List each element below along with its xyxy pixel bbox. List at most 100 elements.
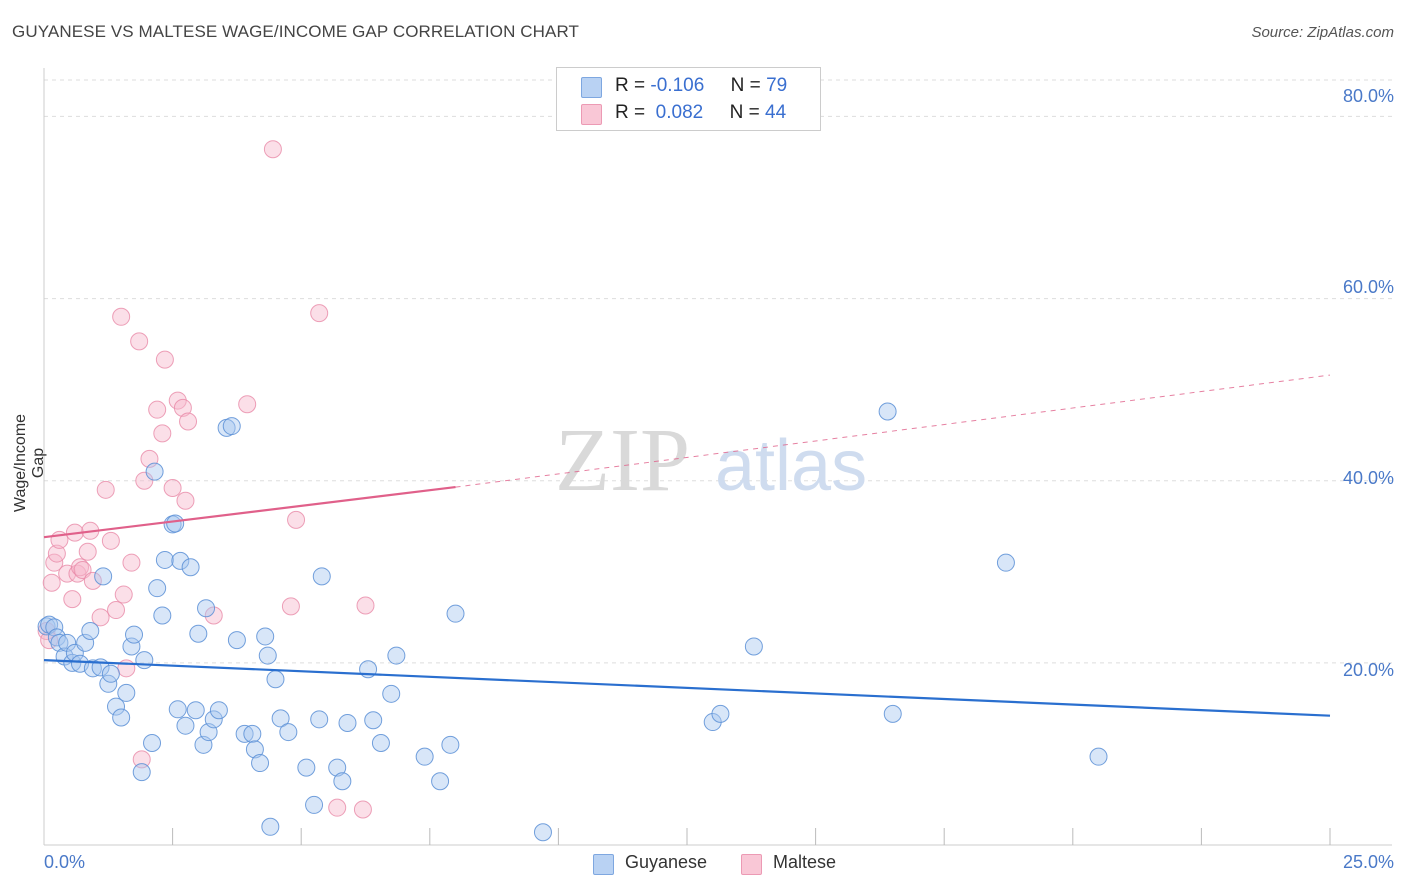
y-axis-label: Wage/Income Gap [12,413,47,513]
guyanese-point [305,795,324,814]
y-tick-80: 80.0% [1342,86,1394,106]
guyanese-point [204,710,223,729]
legend-n-label: N = [730,75,761,96]
legend-r-label: R = [615,75,646,96]
maltese-point [263,140,282,159]
maltese-point [78,542,97,561]
maltese-point [173,398,192,417]
maltese-point [135,471,154,490]
guyanese-point [279,723,298,742]
chart-title: GUYANESE VS MALTESE WAGE/INCOME GAP CORR… [12,22,580,41]
guyanese-point [50,633,69,652]
guyanese-point [209,701,228,720]
maltese-point [96,480,115,499]
guyanese-point [387,646,406,665]
legend-r-value: -0.106 [650,75,705,96]
guyanese-point [94,567,113,586]
y-tick-40: 40.0% [1342,468,1394,488]
watermark-atlas: atlas [715,426,867,506]
legend-r-value: 0.082 [655,102,704,123]
guyanese-point [155,550,174,569]
guyanese-point [153,606,172,625]
guyanese-point [245,740,264,759]
y-tick-20: 20.0% [1342,660,1394,680]
maltese-point [83,571,102,590]
guyanese-point [197,599,216,618]
maltese-point [155,350,174,369]
guyanese-point [256,627,275,646]
maltese-point [353,800,372,819]
source-label: Source: ZipAtlas.com [1251,24,1394,41]
maltese-trend-line [43,485,456,539]
guyanese-point [878,402,897,421]
maltese-point [47,544,66,563]
guyanese-point [112,708,131,727]
guyanese-point [125,625,144,644]
maltese-point [112,307,131,326]
guyanese-point [333,772,352,791]
maltese-point [153,424,172,443]
guyanese-point [312,567,331,586]
guyanese-point [58,633,77,652]
legend-n-value: 44 [765,102,787,123]
guyanese-points [37,402,1108,842]
guyanese-point [996,553,1015,572]
maltese-point [101,531,120,550]
guyanese-point [117,683,136,702]
guyanese-point [227,631,246,650]
guyanese-point [415,747,434,766]
trend-lines [43,374,1331,717]
maltese-point [281,597,300,616]
guyanese-legend-label: Guyanese [625,852,708,872]
guyanese-trend-line [43,659,1331,717]
grid-lines [44,79,1392,664]
guyanese-point [171,551,190,570]
legend-r-label: R = [615,102,646,123]
guyanese-point [744,637,763,656]
guyanese-point [145,462,164,481]
guyanese-point [446,604,465,623]
guyanese-point [186,701,205,720]
guyanese-point [176,716,195,735]
maltese-point [71,558,90,577]
guyanese-point [76,633,95,652]
guyanese-point [310,710,329,729]
guyanese-point [168,700,187,719]
maltese-point [73,560,92,579]
maltese-point [130,332,149,351]
maltese-point [287,510,306,529]
guyanese-point [166,514,185,533]
guyanese-point [235,724,254,743]
maltese-point [176,491,195,510]
maltese-point [91,608,110,627]
guyanese-point [143,734,162,752]
guyanese-point [711,704,730,723]
guyanese-point [1089,747,1108,766]
maltese-points [37,140,375,819]
maltese-point [356,596,375,615]
guyanese-point [533,823,552,842]
guyanese-point [37,617,56,636]
maltese-point [122,553,141,572]
maltese-point [148,400,167,419]
correlation-legend: R = -0.106 N = 79 R = 0.082 N = 44 [556,67,821,131]
guyanese-point [107,697,126,716]
legend-n-label: N = [729,102,760,123]
guyanese-point [243,724,262,743]
guyanese-point [328,758,347,777]
maltese-swatch [581,104,602,125]
legend-n-value: 79 [766,75,788,96]
maltese-legend-label: Maltese [773,852,837,872]
guyanese-swatch [581,77,602,98]
guyanese-point [189,624,208,643]
x-tick-max: 25.0% [1342,852,1394,872]
guyanese-point [266,670,285,689]
guyanese-point [271,709,290,728]
maltese-point [63,590,82,609]
guyanese-point [101,664,120,683]
guyanese-point [135,651,154,670]
guyanese-point [222,417,241,436]
guyanese-point [81,621,100,640]
maltese-point [179,412,198,431]
